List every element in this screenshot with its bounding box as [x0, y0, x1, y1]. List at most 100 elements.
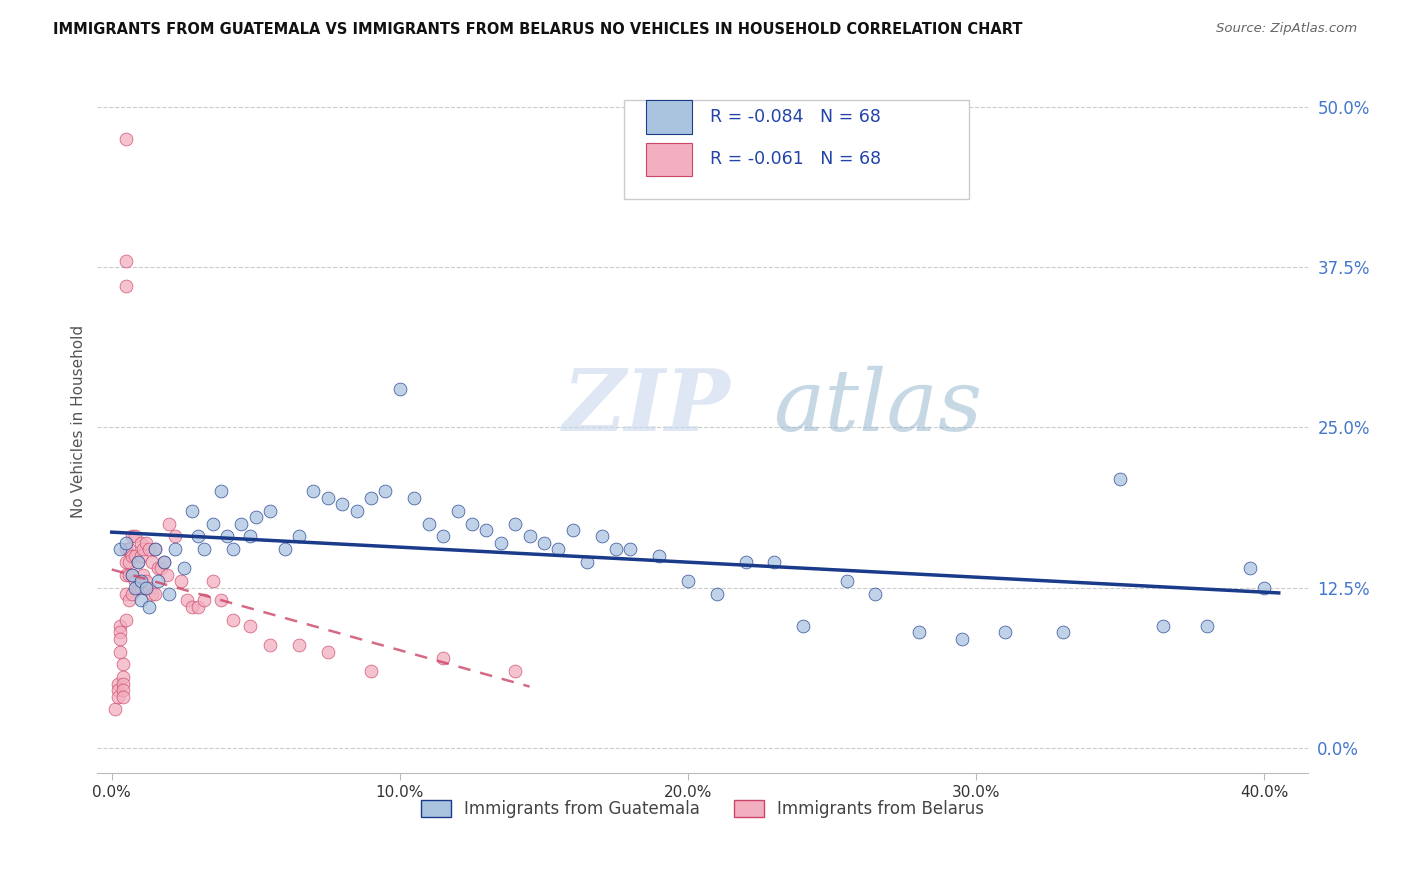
- Point: [201, 574, 224, 589]
- Point: [763, 555, 786, 569]
- Point: [1153, 619, 1175, 633]
- Point: [1239, 561, 1261, 575]
- Point: [112, 670, 135, 684]
- Point: [907, 625, 929, 640]
- Point: [115, 279, 138, 293]
- Point: [605, 542, 627, 557]
- Point: [115, 253, 138, 268]
- Text: R = -0.061   N = 68: R = -0.061 N = 68: [710, 151, 880, 169]
- Point: [561, 523, 583, 537]
- Legend: Immigrants from Guatemala, Immigrants from Belarus: Immigrants from Guatemala, Immigrants fr…: [415, 794, 991, 825]
- Point: [503, 664, 526, 678]
- Point: [288, 638, 311, 652]
- Point: [489, 535, 512, 549]
- Point: [446, 504, 468, 518]
- Point: [121, 567, 143, 582]
- Point: [273, 542, 295, 557]
- Point: [865, 587, 887, 601]
- Point: [676, 574, 699, 589]
- Point: [231, 516, 253, 531]
- Point: [112, 676, 135, 690]
- Point: [187, 529, 209, 543]
- Point: [187, 599, 209, 614]
- Point: [222, 542, 245, 557]
- Point: [1109, 472, 1132, 486]
- Text: atlas: atlas: [773, 366, 981, 448]
- Point: [157, 516, 180, 531]
- Point: [143, 542, 166, 557]
- Point: [121, 567, 143, 582]
- Point: [239, 619, 262, 633]
- Point: [519, 529, 541, 543]
- Point: [173, 561, 195, 575]
- Text: Source: ZipAtlas.com: Source: ZipAtlas.com: [1216, 22, 1357, 36]
- Point: [503, 516, 526, 531]
- Point: [118, 542, 141, 557]
- Point: [107, 690, 129, 704]
- Point: [792, 619, 814, 633]
- Point: [346, 504, 368, 518]
- Point: [112, 683, 135, 698]
- Point: [115, 132, 138, 146]
- Point: [302, 484, 325, 499]
- Point: [1253, 581, 1275, 595]
- Point: [165, 542, 187, 557]
- FancyBboxPatch shape: [645, 143, 692, 177]
- Point: [129, 549, 152, 563]
- Point: [1195, 619, 1218, 633]
- Point: [418, 516, 440, 531]
- Point: [104, 702, 127, 716]
- Point: [127, 555, 149, 569]
- Point: [118, 567, 141, 582]
- Point: [110, 542, 132, 557]
- Point: [141, 587, 163, 601]
- Point: [141, 555, 163, 569]
- Point: [112, 657, 135, 672]
- Point: [110, 632, 132, 646]
- Point: [143, 542, 166, 557]
- Text: IMMIGRANTS FROM GUATEMALA VS IMMIGRANTS FROM BELARUS NO VEHICLES IN HOUSEHOLD CO: IMMIGRANTS FROM GUATEMALA VS IMMIGRANTS …: [53, 22, 1024, 37]
- Point: [259, 638, 281, 652]
- Point: [132, 567, 155, 582]
- FancyBboxPatch shape: [624, 100, 969, 199]
- Text: R = -0.084   N = 68: R = -0.084 N = 68: [710, 108, 880, 126]
- Point: [288, 529, 311, 543]
- Point: [316, 491, 339, 505]
- Point: [115, 542, 138, 557]
- Point: [181, 599, 204, 614]
- Point: [127, 581, 149, 595]
- Point: [152, 555, 174, 569]
- Point: [706, 587, 728, 601]
- Point: [118, 555, 141, 569]
- Point: [215, 529, 238, 543]
- Point: [648, 549, 671, 563]
- Point: [149, 561, 172, 575]
- Point: [170, 574, 193, 589]
- Point: [121, 587, 143, 601]
- Point: [222, 613, 245, 627]
- Point: [374, 484, 396, 499]
- Point: [124, 529, 146, 543]
- Point: [124, 574, 146, 589]
- Point: [138, 542, 160, 557]
- Point: [129, 581, 152, 595]
- Point: [209, 484, 232, 499]
- Point: [110, 645, 132, 659]
- Point: [176, 593, 198, 607]
- Y-axis label: No Vehicles in Household: No Vehicles in Household: [72, 325, 86, 517]
- Point: [259, 504, 281, 518]
- Point: [193, 593, 215, 607]
- Point: [135, 581, 157, 595]
- Point: [135, 574, 157, 589]
- Point: [360, 664, 382, 678]
- Point: [118, 593, 141, 607]
- Text: ZIP: ZIP: [564, 365, 731, 449]
- Point: [330, 497, 353, 511]
- Point: [950, 632, 973, 646]
- Point: [115, 567, 138, 582]
- Point: [138, 599, 160, 614]
- Point: [835, 574, 858, 589]
- Point: [115, 613, 138, 627]
- Point: [388, 382, 411, 396]
- FancyBboxPatch shape: [645, 100, 692, 134]
